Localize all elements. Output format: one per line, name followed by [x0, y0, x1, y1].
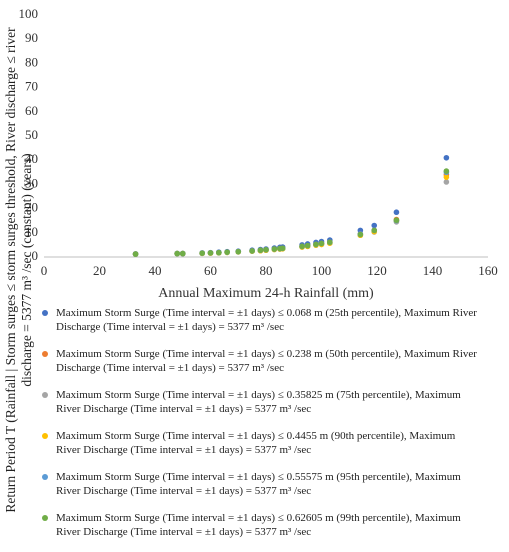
- legend-entry: Maximum Storm Surge (Time interval = ±1 …: [42, 429, 482, 470]
- legend-entry: Maximum Storm Surge (Time interval = ±1 …: [42, 347, 482, 388]
- y-tick-label: 40: [25, 151, 38, 166]
- y-tick-label: 80: [25, 54, 38, 69]
- point: [371, 222, 378, 229]
- point: [279, 245, 286, 252]
- point: [371, 227, 378, 234]
- legend-marker: [42, 515, 48, 521]
- y-tick-label: 30: [25, 175, 38, 190]
- legend-marker: [42, 433, 48, 439]
- point: [443, 174, 450, 180]
- point: [313, 241, 319, 248]
- point: [393, 217, 400, 224]
- point: [357, 231, 364, 238]
- chart: Annual Maximum 24-h Rainfall (mm) 0 10 20 3…: [19, 6, 498, 301]
- legend-marker: [42, 351, 48, 357]
- legend-label: Maximum Storm Surge (Time interval = ±1 …: [56, 307, 477, 333]
- point: [174, 250, 180, 257]
- point: [216, 249, 222, 256]
- point: [393, 209, 400, 216]
- point: [271, 246, 278, 252]
- point: [257, 247, 264, 254]
- point: [199, 250, 205, 256]
- legend-marker: [42, 474, 48, 480]
- legend-marker: [42, 310, 48, 316]
- legend-label: Maximum Storm Surge (Time interval = ±1 …: [56, 389, 461, 415]
- point: [443, 168, 450, 174]
- y-tick-label: 70: [25, 79, 38, 94]
- x-tick-label: 160: [478, 263, 498, 278]
- x-axis-title: Annual Maximum 24-h Rainfall (mm): [158, 286, 374, 301]
- point: [263, 246, 269, 253]
- point: [249, 248, 255, 254]
- legend-label: Maximum Storm Surge (Time interval = ±1 …: [56, 348, 477, 374]
- x-tick-label: 20: [93, 263, 106, 278]
- point: [207, 250, 214, 256]
- point: [224, 249, 230, 255]
- x-tick-label: 100: [312, 263, 332, 278]
- y-tick-label: 90: [25, 30, 38, 45]
- legend-entry: Maximum Storm Surge (Time interval = ±1 …: [42, 388, 482, 429]
- point: [318, 240, 325, 247]
- legend-entry: Maximum Storm Surge (Time interval = ±1 …: [42, 470, 482, 511]
- x-tick-label: 120: [367, 263, 387, 278]
- point: [327, 239, 333, 246]
- point: [443, 179, 450, 185]
- point: [443, 154, 450, 161]
- legend-entry: Maximum Storm Surge (Time interval = ±1 …: [42, 511, 482, 552]
- x-tick-label: 0: [41, 263, 48, 278]
- y-tick-label: 100: [19, 6, 39, 21]
- x-tick-label: 80: [260, 263, 273, 278]
- y-tick-label: 50: [25, 127, 38, 142]
- point: [235, 248, 242, 255]
- legend-entry: Maximum Storm Surge (Time interval = ±1 …: [42, 306, 482, 347]
- legend-label: Maximum Storm Surge (Time interval = ±1 …: [56, 512, 461, 538]
- point: [304, 242, 311, 249]
- legend: Maximum Storm Surge (Time interval = ±1 …: [42, 306, 482, 552]
- legend-label: Maximum Storm Surge (Time interval = ±1 …: [56, 471, 461, 497]
- x-tick-label: 40: [149, 263, 162, 278]
- legend-marker: [42, 392, 48, 398]
- point: [179, 250, 186, 257]
- point: [132, 251, 139, 257]
- y-tick-label: 0: [32, 248, 39, 263]
- y-tick-label: 20: [25, 200, 38, 215]
- x-tick-label: 60: [204, 263, 217, 278]
- point: [299, 243, 305, 250]
- y-tick-label: 60: [25, 103, 38, 118]
- legend-label: Maximum Storm Surge (Time interval = ±1 …: [56, 430, 456, 456]
- y-axis-title: Return Period T (Rainfall | Storm surges…: [3, 27, 34, 513]
- y-tick-label: 10: [25, 224, 38, 239]
- x-tick-label: 140: [423, 263, 443, 278]
